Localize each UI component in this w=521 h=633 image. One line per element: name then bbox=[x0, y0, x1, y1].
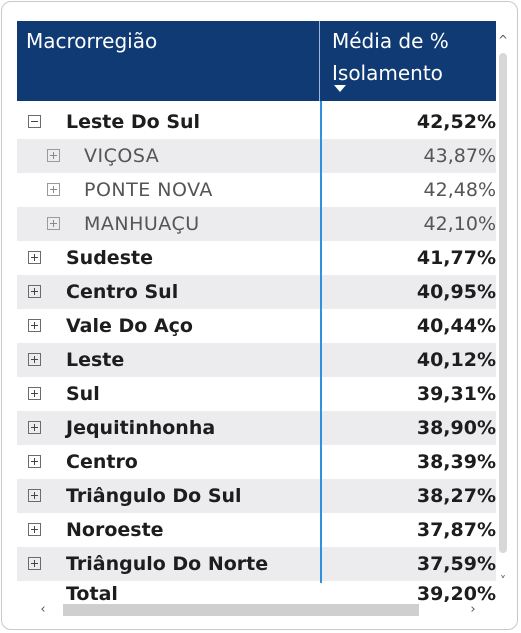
row-value: 38,39% bbox=[416, 451, 496, 473]
scroll-up-icon[interactable]: ^ bbox=[497, 33, 509, 47]
row-label: PONTE NOVA bbox=[84, 179, 213, 201]
table-row[interactable]: Vale Do Aço 40,44% bbox=[17, 309, 496, 343]
column-header-macrorregiao[interactable]: Macrorregião bbox=[17, 21, 320, 101]
row-label: Leste Do Sul bbox=[66, 111, 201, 133]
sort-desc-icon[interactable] bbox=[334, 85, 346, 92]
expand-icon[interactable] bbox=[28, 251, 41, 264]
row-value: 43,87% bbox=[423, 145, 496, 167]
table-row[interactable]: Noroeste 37,87% bbox=[17, 513, 496, 547]
table-row[interactable]: Triângulo Do Norte 37,59% bbox=[17, 547, 496, 581]
row-value: 42,52% bbox=[416, 111, 496, 133]
row-label: Centro Sul bbox=[66, 281, 179, 303]
column-header-media-isolamento[interactable]: Média de % Isolamento bbox=[320, 21, 496, 101]
column-divider bbox=[320, 101, 322, 602]
row-value: 40,95% bbox=[416, 281, 496, 303]
expand-icon[interactable] bbox=[28, 557, 41, 570]
expand-icon[interactable] bbox=[28, 489, 41, 502]
vertical-scrollbar[interactable]: ^ ˅ bbox=[496, 21, 510, 602]
row-value: 38,27% bbox=[416, 485, 496, 507]
row-value: 37,59% bbox=[416, 553, 496, 575]
table-row[interactable]: Triângulo Do Sul 38,27% bbox=[17, 479, 496, 513]
row-label: Leste bbox=[66, 349, 125, 371]
row-value: 39,31% bbox=[416, 383, 496, 405]
total-label: Total bbox=[66, 583, 118, 602]
horizontal-scrollbar[interactable]: ‹ › bbox=[17, 602, 496, 618]
table-row[interactable]: VIÇOSA 43,87% bbox=[17, 139, 496, 173]
column-header-label: Macrorregião bbox=[26, 29, 158, 53]
row-label: Triângulo Do Sul bbox=[66, 485, 242, 507]
row-label: Triângulo Do Norte bbox=[66, 553, 269, 575]
expand-icon[interactable] bbox=[28, 387, 41, 400]
scroll-left-icon[interactable]: ‹ bbox=[40, 602, 46, 617]
row-value: 38,90% bbox=[416, 417, 496, 439]
row-label: Sul bbox=[66, 383, 100, 405]
row-value: 42,48% bbox=[423, 179, 496, 201]
table-row[interactable]: Leste 40,12% bbox=[17, 343, 496, 377]
expand-icon[interactable] bbox=[28, 353, 41, 366]
row-label: VIÇOSA bbox=[84, 145, 160, 167]
table-header: Macrorregião Média de % Isolamento bbox=[17, 21, 496, 101]
horizontal-scroll-thumb[interactable] bbox=[63, 604, 419, 616]
expand-icon[interactable] bbox=[47, 183, 60, 196]
table-row[interactable]: Centro 38,39% bbox=[17, 445, 496, 479]
vertical-scroll-thumb[interactable] bbox=[499, 53, 507, 553]
expand-icon[interactable] bbox=[28, 421, 41, 434]
scroll-down-icon[interactable]: ˅ bbox=[500, 574, 506, 588]
expand-icon[interactable] bbox=[28, 285, 41, 298]
table-row[interactable]: Leste Do Sul 42,52% bbox=[17, 105, 496, 139]
row-value: 40,44% bbox=[416, 315, 496, 337]
row-label: Noroeste bbox=[66, 519, 164, 541]
table-row[interactable]: Sul 39,31% bbox=[17, 377, 496, 411]
table-row[interactable]: Centro Sul 40,95% bbox=[17, 275, 496, 309]
row-label: MANHUAÇU bbox=[84, 213, 200, 235]
table-row[interactable]: Sudeste 41,77% bbox=[17, 241, 496, 275]
row-value: 37,87% bbox=[416, 519, 496, 541]
row-value: 42,10% bbox=[423, 213, 496, 235]
table-row[interactable]: MANHUAÇU 42,10% bbox=[17, 207, 496, 241]
row-value: 41,77% bbox=[416, 247, 496, 269]
expand-icon[interactable] bbox=[28, 455, 41, 468]
matrix-table: Macrorregião Média de % Isolamento Leste… bbox=[17, 21, 496, 602]
row-label: Vale Do Aço bbox=[66, 315, 193, 337]
expand-icon[interactable] bbox=[28, 523, 41, 536]
column-header-label-line1: Média de % bbox=[332, 29, 449, 53]
expand-icon[interactable] bbox=[28, 319, 41, 332]
table-row[interactable]: Jequitinhonha 38,90% bbox=[17, 411, 496, 445]
total-row: Total 39,20% bbox=[17, 583, 496, 602]
total-value: 39,20% bbox=[416, 583, 496, 602]
scroll-right-icon[interactable]: › bbox=[470, 602, 476, 617]
expand-icon[interactable] bbox=[47, 217, 60, 230]
table-row[interactable]: PONTE NOVA 42,48% bbox=[17, 173, 496, 207]
row-label: Centro bbox=[66, 451, 138, 473]
column-header-label-line2: Isolamento bbox=[332, 61, 443, 85]
row-value: 40,12% bbox=[416, 349, 496, 371]
collapse-icon[interactable] bbox=[28, 115, 41, 128]
row-label: Sudeste bbox=[66, 247, 153, 269]
row-label: Jequitinhonha bbox=[66, 417, 216, 439]
expand-icon[interactable] bbox=[47, 149, 60, 162]
